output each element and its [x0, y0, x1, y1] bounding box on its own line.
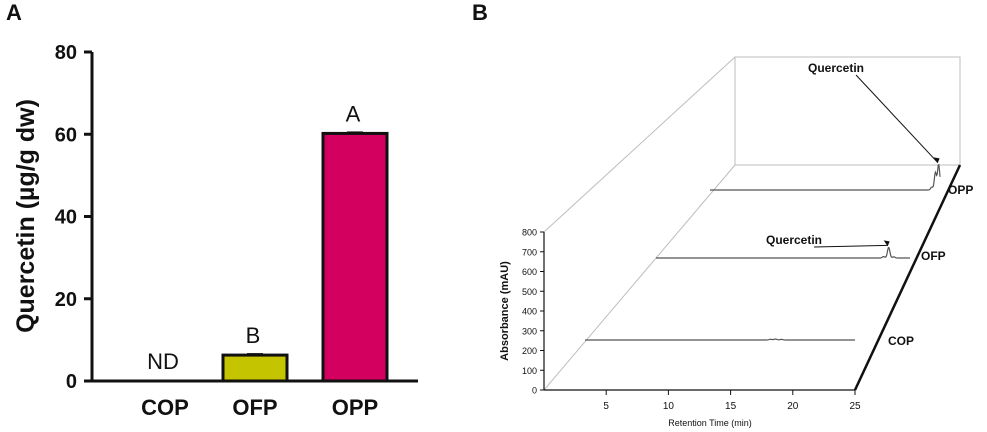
panel-b-y-tick-label: 200	[522, 346, 537, 356]
sample-label: COP	[888, 334, 914, 348]
panel-a-letter: A	[6, 0, 22, 25]
annotation-arrowhead	[883, 240, 890, 247]
category-label: OPP	[332, 395, 378, 420]
panel-a-y-tick-label: 60	[55, 124, 77, 146]
panel-b-perspective-line-top	[543, 56, 736, 233]
panel-b-x-tick-label: 10	[663, 401, 675, 412]
panel-b-x-tick-label: 25	[849, 401, 861, 412]
panel-a-y-tick-label: 0	[66, 371, 77, 393]
panel-b-y-tick-label: 100	[522, 366, 537, 376]
panel-b: B 0 100 200 300 400 500 600 700 800 5 10 15 20 25 CO…	[472, 0, 973, 428]
panel-b-x-tick-label: 5	[603, 401, 609, 412]
panel-b-y-tick-label: 400	[522, 307, 537, 317]
annotation-arrow	[813, 244, 888, 248]
panel-b-y-tick-label: 300	[522, 326, 537, 336]
panel-b-back-plane	[734, 56, 961, 166]
panel-b-y-tick-label: 600	[522, 267, 537, 277]
bar-ofp	[221, 353, 289, 383]
category-label: COP	[141, 395, 189, 420]
panel-a-y-tick-label: 20	[55, 289, 77, 311]
chromatogram-ofp	[656, 246, 910, 259]
sample-label: OFP	[921, 249, 946, 263]
sample-label: OPP	[948, 183, 973, 197]
annotation-arrow	[855, 74, 938, 163]
annotation-arrowhead	[933, 157, 940, 164]
panel-b-y-tick-label: 800	[522, 228, 537, 238]
panel-b-y-axis-label: Absorbance (mAU)	[499, 261, 511, 361]
panel-a-y-tick-label: 80	[55, 42, 77, 64]
chromatogram-cop	[585, 338, 855, 341]
category-label: OFP	[232, 395, 277, 420]
peak-annotation: Quercetin	[808, 61, 864, 75]
significance-label: ND	[147, 349, 179, 374]
panel-b-y-tick-label: 700	[522, 247, 537, 257]
significance-label: A	[346, 101, 361, 126]
significance-label: B	[246, 323, 261, 348]
panel-b-depth-axis	[853, 164, 962, 391]
peak-annotation: Quercetin	[766, 233, 822, 247]
panel-b-y-tick-label: 0	[532, 386, 537, 396]
panel-b-y-tick-label: 500	[522, 287, 537, 297]
panel-a-y-tick-label: 40	[55, 207, 77, 229]
panel-b-perspective-line-bottom	[543, 164, 736, 391]
panel-b-x-axis-label: Retention Time (min)	[668, 418, 752, 428]
panel-a-y-axis-label: Quercetin (µg/g dw)	[12, 99, 40, 333]
panel-b-letter: B	[472, 0, 488, 25]
chromatogram-opp	[710, 163, 941, 191]
bar-opp	[321, 131, 389, 383]
panel-a: A Quercetin (µg/g dw) 0 20 40 60 80 COP OFP OP…	[6, 0, 418, 420]
panel-b-x-tick-label: 15	[725, 401, 737, 412]
panel-b-x-tick-label: 20	[787, 401, 799, 412]
